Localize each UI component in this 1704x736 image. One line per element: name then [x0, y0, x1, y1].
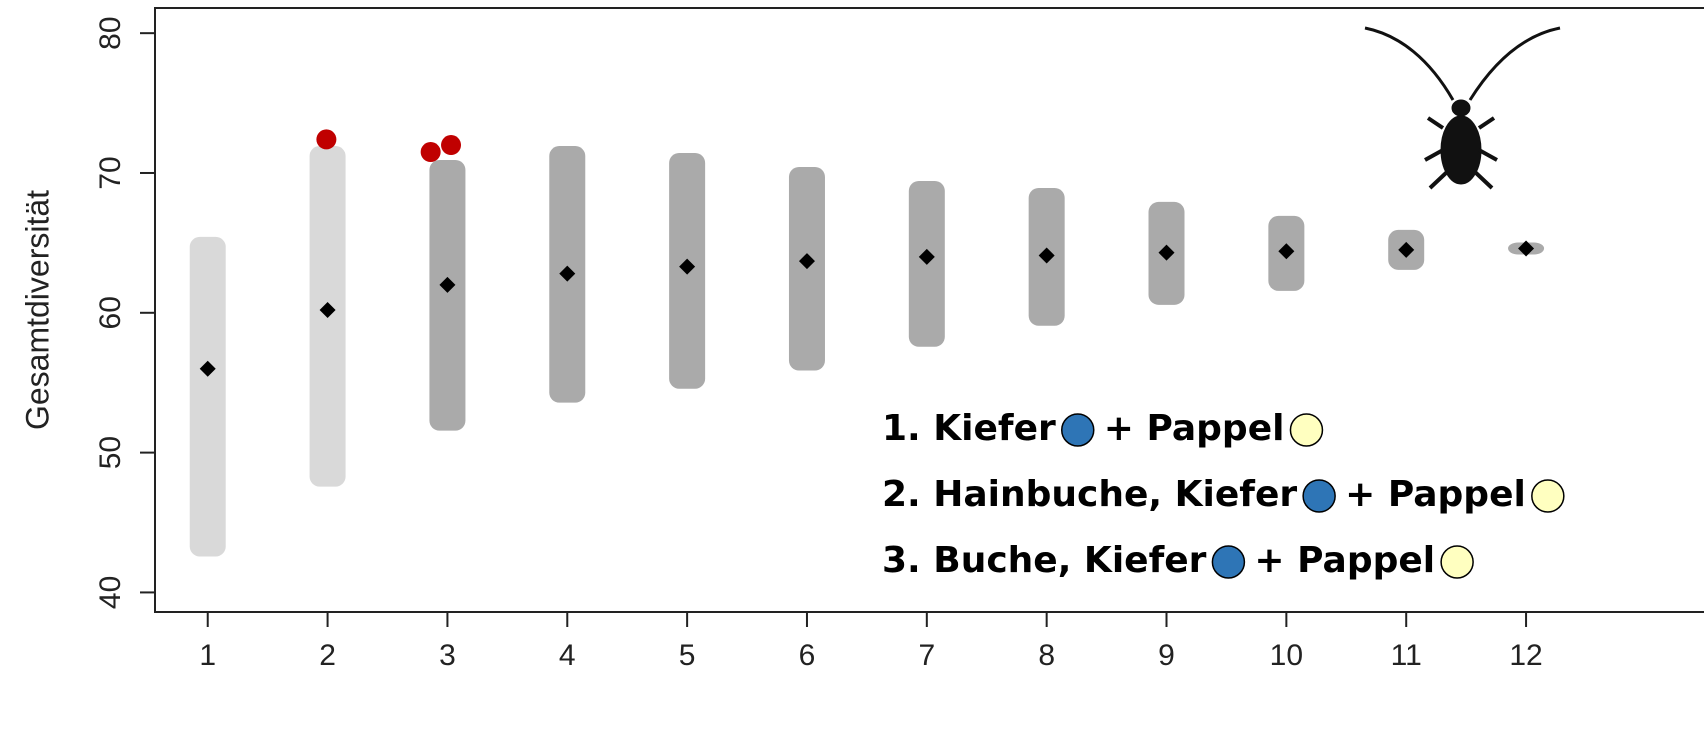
- x-tick-label: 1: [199, 639, 216, 672]
- value-range: [429, 159, 466, 431]
- y-tick-label: 60: [94, 296, 127, 329]
- mean-marker: [918, 248, 935, 265]
- mean-marker: [679, 258, 696, 275]
- y-axis-label: Gesamtdiversität: [19, 190, 55, 430]
- highlight-point: [316, 129, 337, 150]
- mean-marker: [1518, 240, 1535, 257]
- x-tick-label: 10: [1270, 639, 1303, 672]
- plot-frame: [154, 7, 1704, 613]
- x-tick-label: 5: [679, 639, 696, 672]
- y-tick-label: 50: [94, 436, 127, 469]
- y-tick-label: 80: [94, 16, 127, 49]
- x-tick-label: 4: [559, 639, 576, 672]
- x-tick-label: 8: [1038, 639, 1055, 672]
- highlight-point: [420, 142, 441, 163]
- legend-swatch: [1440, 545, 1474, 579]
- x-tick-label: 11: [1391, 639, 1422, 672]
- mean-marker: [1398, 241, 1415, 258]
- x-tick-label: 9: [1158, 639, 1175, 672]
- y-tick-label: 40: [94, 576, 127, 609]
- beetle-icon: [1364, 26, 1561, 190]
- x-tick-label: 6: [799, 639, 816, 672]
- mean-marker: [1278, 243, 1295, 260]
- legend-text: 1. Kiefer: [882, 408, 1056, 449]
- mean-marker: [439, 276, 456, 293]
- y-tick-label: 70: [94, 156, 127, 189]
- x-tick-label: 7: [918, 639, 935, 672]
- legend-swatch: [1061, 413, 1095, 447]
- legend-text: 3. Buche, Kiefer: [882, 540, 1207, 581]
- value-range: [189, 236, 226, 557]
- mean-marker: [319, 302, 336, 318]
- mean-marker: [1158, 244, 1175, 261]
- legend-swatch: [1211, 545, 1246, 579]
- legend-swatch: [1302, 479, 1336, 513]
- legend-text: + Pappel: [1254, 540, 1435, 581]
- x-tick-label: 2: [319, 639, 336, 672]
- x-tick-label: 3: [439, 639, 456, 672]
- mean-marker: [798, 253, 815, 270]
- mean-marker: [1038, 247, 1055, 264]
- legend-swatch: [1531, 479, 1565, 513]
- x-tick-label: 12: [1509, 639, 1542, 672]
- legend-swatch: [1289, 413, 1324, 447]
- legend-text: 2. Hainbuche, Kiefer: [882, 474, 1297, 515]
- highlight-point: [441, 135, 462, 156]
- legend-text: + Pappel: [1345, 474, 1526, 515]
- legend-text: + Pappel: [1104, 408, 1285, 449]
- mean-marker: [199, 360, 216, 377]
- mean-marker: [559, 265, 576, 282]
